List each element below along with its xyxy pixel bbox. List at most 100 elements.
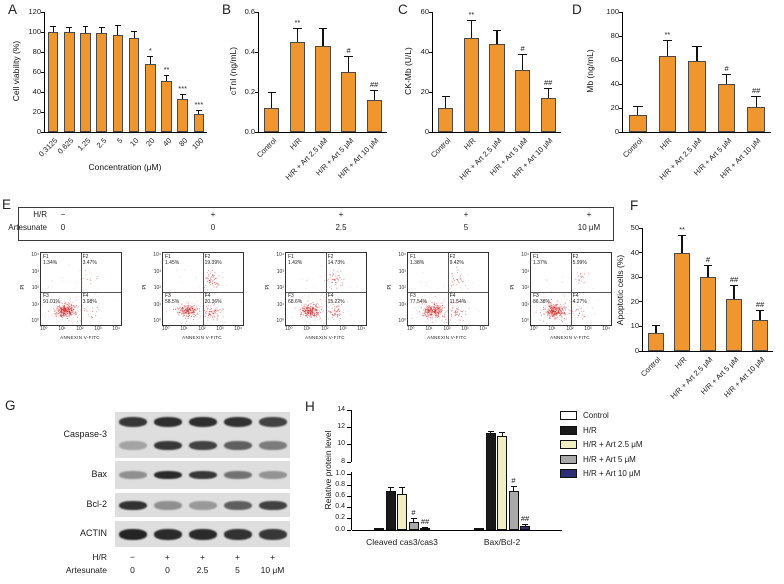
significance-marker: ## [420,516,430,526]
significance-marker: ** [294,18,301,27]
quadrant-text: 3.98% [82,299,97,306]
panel-h-letter: H [305,399,315,414]
y-tick-label: 0.4 [335,503,345,511]
y-tick-mark [41,91,45,93]
quadrant-vline [326,253,327,325]
y-tick-mark [41,11,45,13]
error-bar-cap [179,93,186,95]
quadrant-text: 1.38% [410,260,425,266]
error-bar-cap [499,431,505,433]
blot-band [153,440,182,450]
error-bar-line [496,30,498,44]
error-bar-cap [755,310,765,312]
blot-band [258,528,287,540]
quadrant-text: 11.54% [449,299,467,306]
y-tick-label: 0 [614,127,619,136]
error-bar-cap [399,487,405,489]
bar [80,33,91,132]
y-tick-mark [347,495,351,497]
artesunate-value: 5 [463,223,469,232]
bar [674,252,690,351]
flow-y-tick: 10³ [398,268,406,275]
y-tick-mark [639,227,643,229]
quadrant-label-f4: F4 20.36% [205,293,222,305]
error-bar-line [68,27,70,32]
error-bar-line [117,25,119,35]
bar [315,46,331,132]
legend-label: H/R [583,425,597,435]
flow-x-tick: 10² [76,326,84,332]
panel-d-letter: D [572,2,582,17]
bar [366,100,382,132]
error-bar-cap [163,74,170,76]
quadrant-text: F1 [43,254,49,260]
x-category-label: H/R + Art 5 μM [691,136,733,178]
artesunate-value: 0 [210,223,216,232]
flow-x-tick: 10³ [584,326,592,332]
error-bar-line [322,28,324,46]
panel-c-ylabel: CK-Mb (U/L) [403,47,413,95]
quadrant-label-f2: F2 3.47% [83,254,97,266]
legend-item: H/R + Art 2.5 μM [560,439,700,451]
flow-y-tick: 10⁴ [153,252,161,258]
x-category-label: H/R [658,136,674,152]
flow-y-tick: 10³ [276,268,284,275]
artesunate-row-label: Artesunate [65,565,107,575]
quadrant-text: 9.42% [449,260,464,266]
hr-value: + [338,210,344,219]
flow-xlabel: ANNEXIN V-FITC [182,335,222,340]
error-bar-line [149,56,151,64]
x-category-label: H/R + Art 10 μM [718,136,763,181]
flow-x-tick: 10⁰ [40,326,48,332]
hr-row-label: H/R [92,552,107,562]
flow-y-tick: 10¹ [521,301,529,308]
significance-marker: # [724,64,729,74]
error-bar-cap [131,30,138,32]
legend-item: H/R + Art 10 μM [560,468,700,480]
quadrant-text: F4 [82,293,89,300]
bar [485,433,496,530]
quadrant-label-f3: F3 86.38% [533,293,550,305]
significance-marker: # [520,44,525,53]
bar [717,84,736,132]
quadrant-text: 1.45% [165,260,180,266]
blot-band [188,417,217,428]
significance-marker: # [705,254,711,264]
error-bar-line [707,264,709,278]
y-tick-label: 50 [630,223,639,232]
y-tick-label: 0.6 [244,7,255,16]
artesunate-value: 0 [165,565,170,575]
flow-y-tick: 10³ [31,268,39,275]
y-tick-label: 20 [610,103,619,112]
artesunate-value: 10 μM [577,223,601,232]
y-tick-label: 0.2 [335,514,345,522]
quadrant-label-f1: F1 1.38% [410,254,424,266]
panel-e: E H/R Artesunate − + + + +0 0 2.5 5 10 μM F1 1.34% F… [0,195,614,400]
flow-y-tick: 10¹ [153,301,161,308]
quadrant-label-f1: F1 1.45% [165,254,179,266]
panel-f-plot: 0 10 20 30 40 50 Control ** H/R # H/R + Art 2.5 μM… [631,223,773,401]
y-tick-mark [347,529,351,531]
y-tick-mark [639,301,643,303]
x-category-label: Control [620,136,645,160]
quadrant-label-f4: F4 4.27% [573,293,587,305]
quadrant-text: 1.42% [288,260,303,266]
error-bar-cap [492,29,502,31]
hr-value: − [60,210,66,219]
y-tick-mark [41,71,45,73]
bar [289,42,306,132]
error-bar-cap [422,526,428,528]
y-axis-upper-segment [350,410,352,462]
y-tick-mark [255,91,259,93]
bar [688,61,706,132]
blot-row-label: Caspase-3 [63,429,107,439]
quadrant-text: 1.37% [533,260,548,266]
flow-y-tick: 10⁰ [153,318,161,324]
panel-a-xlabel: Concentration (μM) [88,162,162,172]
y-tick-label: 20 [420,87,429,96]
artesunate-value: 0 [60,223,66,232]
error-bar-line [522,54,524,70]
flow-xlabel: ANNEXIN V-FITC [60,335,100,340]
error-bar-cap [195,109,202,111]
error-bar-line [198,110,200,114]
